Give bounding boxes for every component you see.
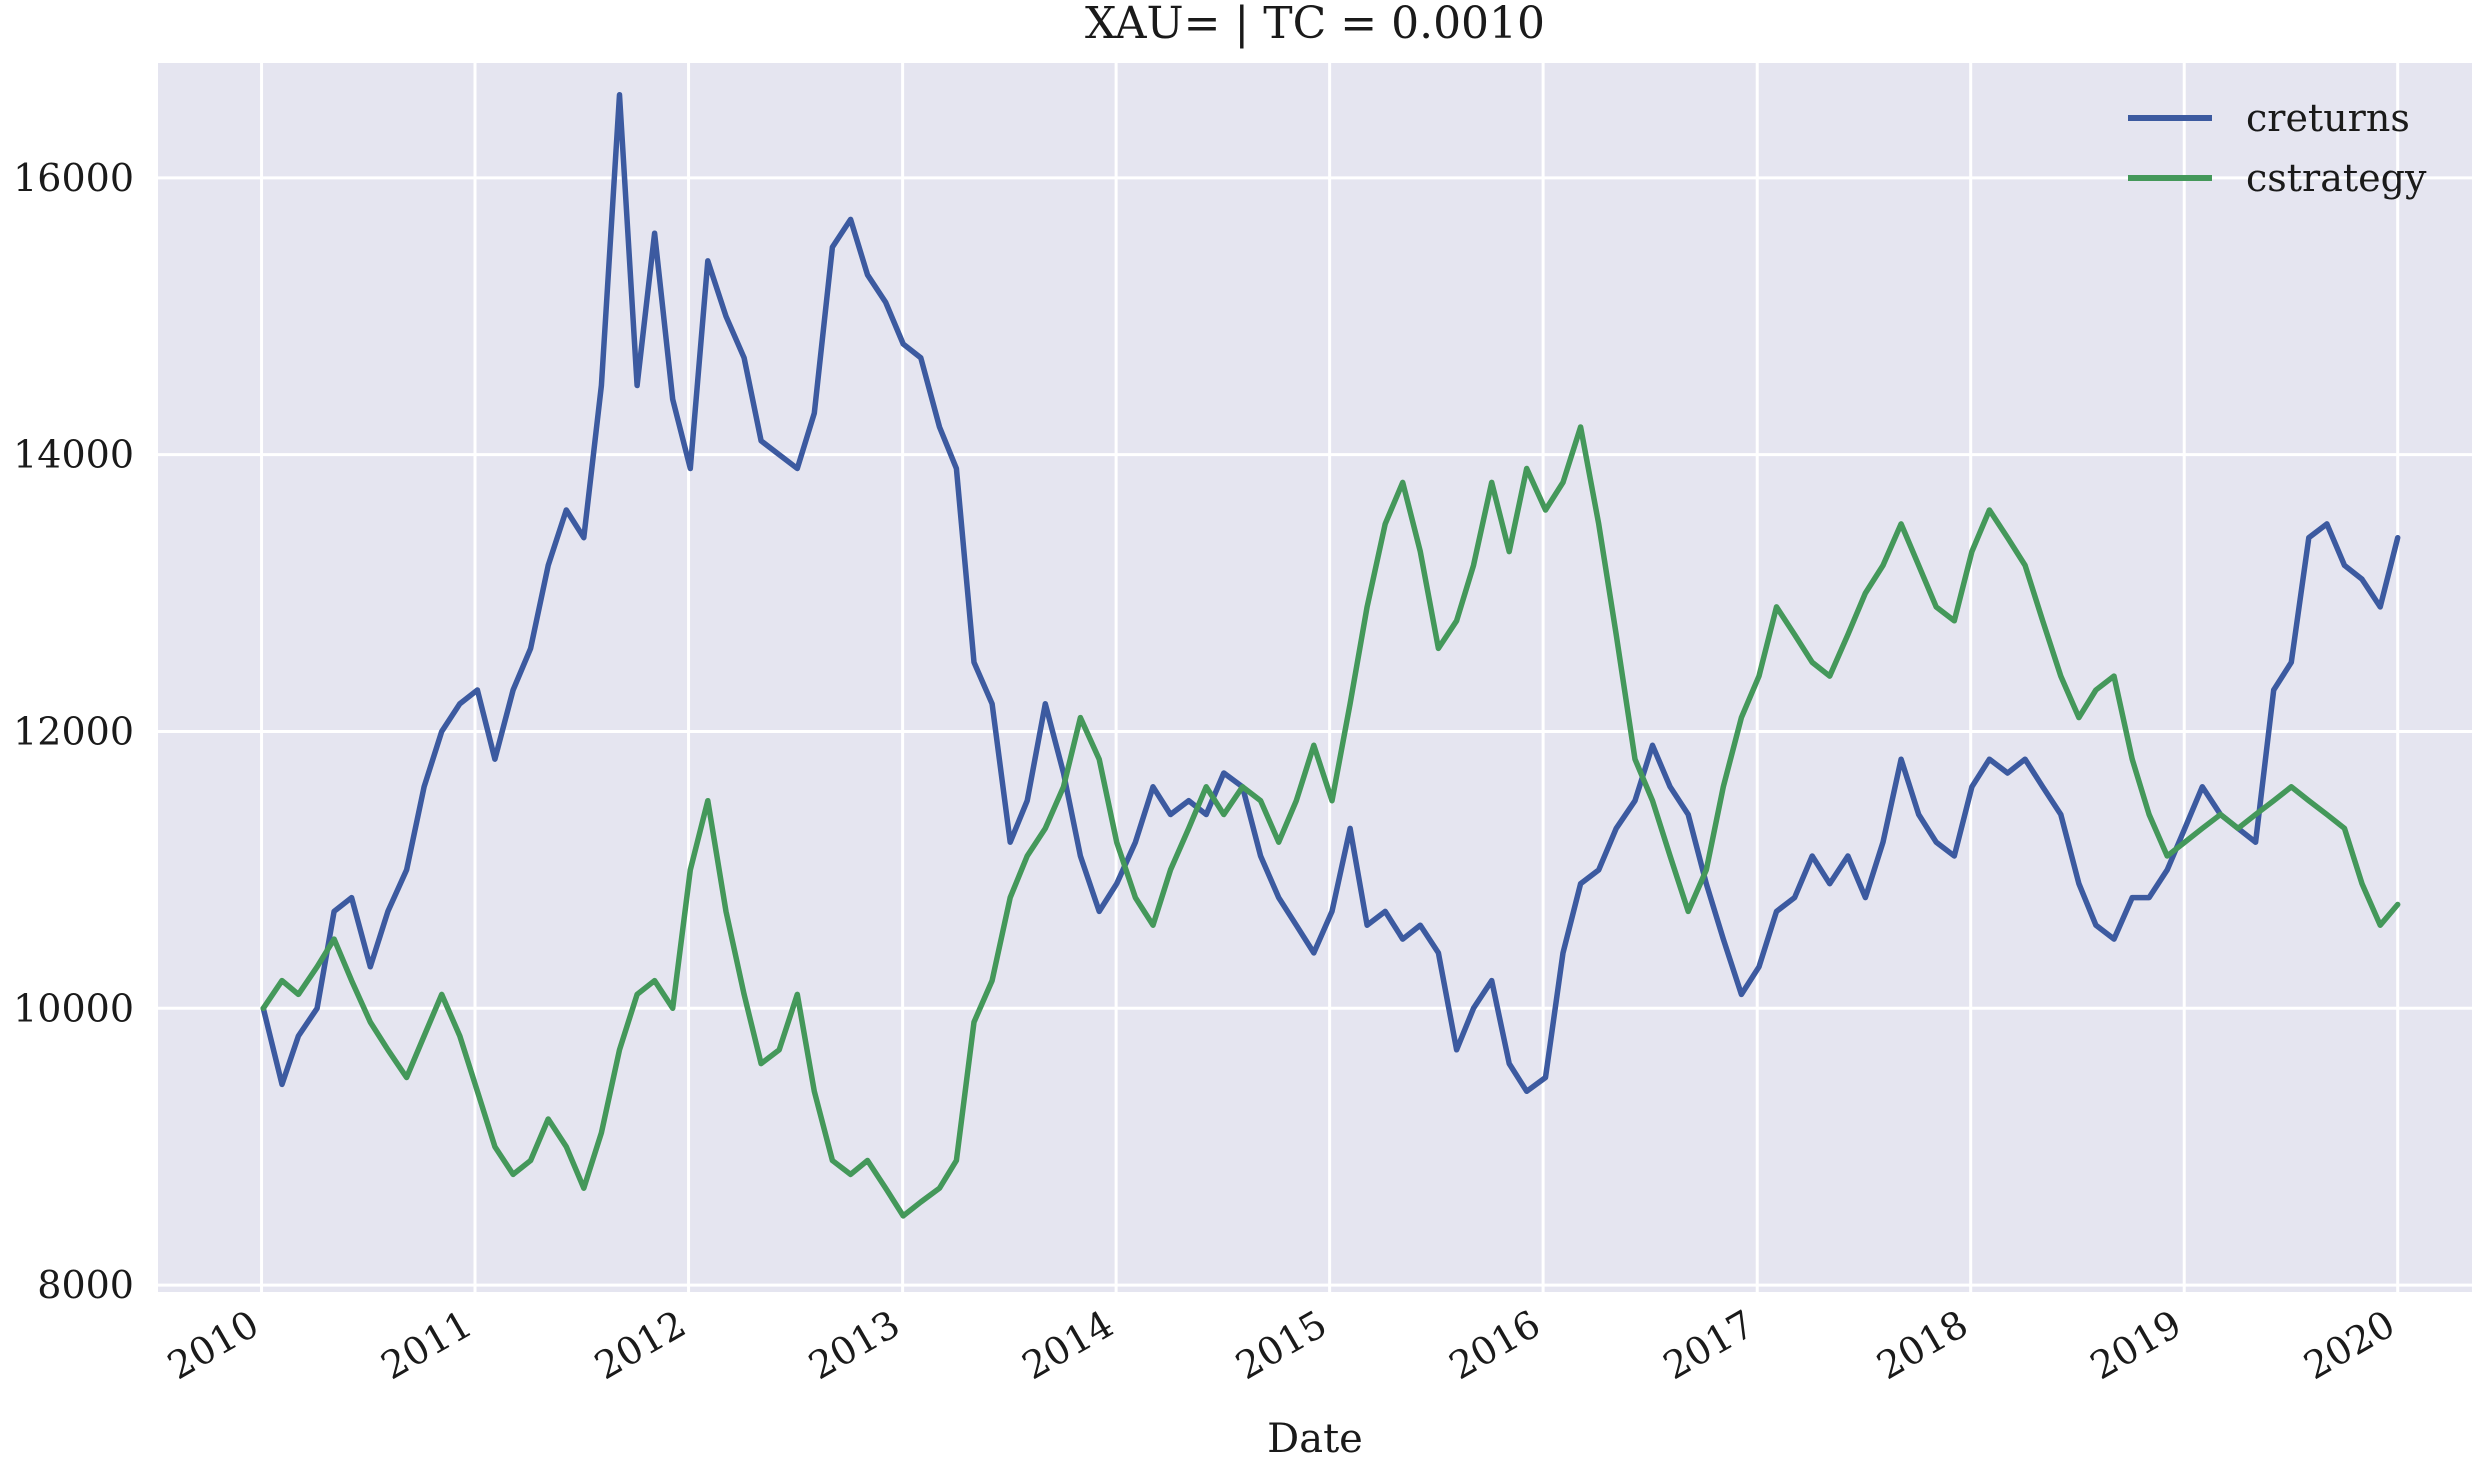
legend-label-cstrategy: cstrategy: [2246, 156, 2427, 200]
y-tick-label: 12000: [13, 709, 134, 753]
x-tick-label: 2010: [160, 1302, 266, 1388]
x-tick-label: 2017: [1656, 1302, 1762, 1388]
x-tick-label: 2019: [2083, 1302, 2189, 1388]
x-tick-label: 2012: [587, 1302, 693, 1388]
x-tick-label: 2018: [1869, 1302, 1975, 1388]
x-tick-label: 2015: [1228, 1302, 1334, 1388]
legend: creturns cstrategy: [2128, 96, 2427, 200]
x-tick-labels: 2010 2011 2012 2013 2014 2015 2016 2017 2018 2019…: [160, 1302, 2402, 1388]
plot-background: [158, 63, 2472, 1292]
x-tick-label: 2014: [1015, 1302, 1121, 1388]
x-tick-label: 2020: [2296, 1302, 2402, 1388]
y-tick-label: 16000: [13, 156, 134, 200]
y-tick-labels: 8000 10000 12000 14000 16000: [13, 156, 134, 1307]
x-axis-title: Date: [1267, 1416, 1363, 1458]
x-tick-label: 2011: [374, 1302, 480, 1388]
y-tick-label: 14000: [13, 433, 134, 477]
series-line-creturns: [260, 92, 2401, 1095]
x-tick-label: 2016: [1442, 1302, 1548, 1388]
series-lines: [260, 92, 2401, 1219]
series-line-cstrategy: [260, 424, 2401, 1219]
legend-label-creturns: creturns: [2246, 96, 2410, 140]
y-tick-label: 10000: [13, 986, 134, 1030]
chart-title: XAU= | TC = 0.0010: [1085, 0, 1545, 49]
x-tick-label: 2013: [801, 1302, 907, 1388]
y-tick-label: 8000: [37, 1263, 134, 1307]
